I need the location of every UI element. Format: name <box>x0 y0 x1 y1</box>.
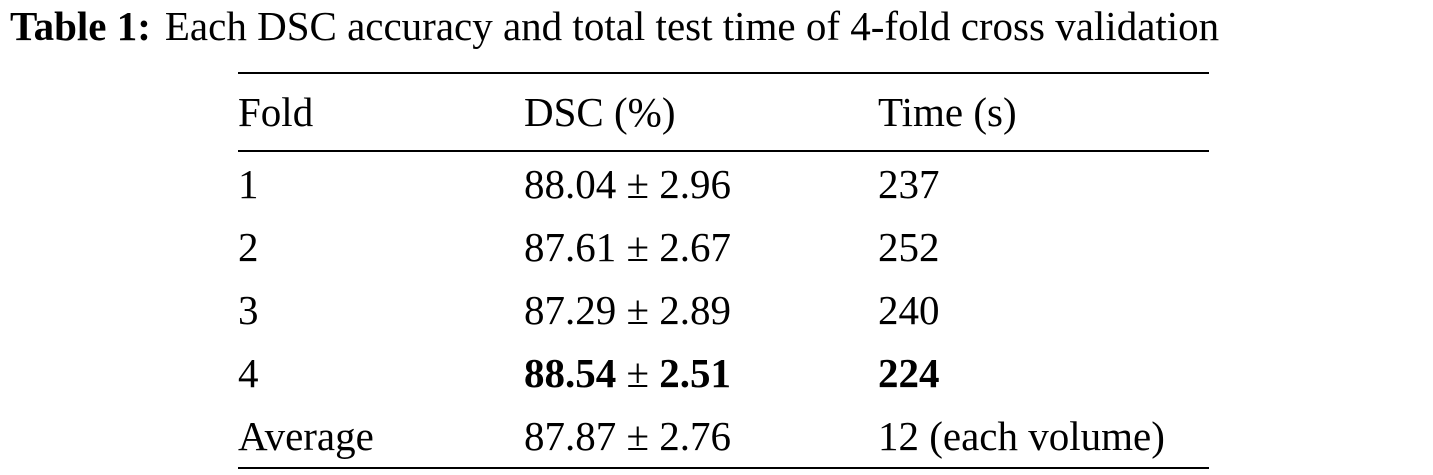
dsc-mean: 87.61 <box>524 223 617 270</box>
cell-dsc: 88.04 ± 2.96 <box>524 151 878 215</box>
cell-dsc: 87.61 ± 2.67 <box>524 215 878 278</box>
header-fold: Fold <box>238 89 314 135</box>
cell-fold: Average <box>238 412 374 459</box>
plus-minus-sign: ± <box>626 160 650 207</box>
table-header-row: Fold DSC (%) Time (s) <box>238 73 1209 151</box>
table-row-average: Average 87.87 ± 2.76 12 (each volume) <box>238 404 1209 468</box>
table-row: 2 87.61 ± 2.67 252 <box>238 215 1209 278</box>
table-caption-text: Each DSC accuracy and total test time of… <box>164 3 1220 49</box>
cell-dsc: 87.87 ± 2.76 <box>524 404 878 468</box>
cell-time-best: 224 <box>878 349 940 396</box>
cell-dsc: 88.54 ± 2.51 <box>524 341 878 404</box>
results-table-container: Fold DSC (%) Time (s) 1 88.04 ± 2.96 237… <box>238 72 1209 469</box>
dsc-sd-best: 2.51 <box>659 349 732 396</box>
plus-minus-sign: ± <box>626 286 650 333</box>
cell-time: 240 <box>878 286 940 333</box>
cell-time: 237 <box>878 160 940 207</box>
cell-fold: 2 <box>238 223 259 270</box>
header-time: Time (s) <box>878 89 1017 135</box>
cell-fold: 4 <box>238 349 259 396</box>
cell-fold: 1 <box>238 160 259 207</box>
plus-minus-sign: ± <box>626 412 650 459</box>
table-row: 1 88.04 ± 2.96 237 <box>238 151 1209 215</box>
plus-minus-sign: ± <box>626 223 650 270</box>
header-dsc: DSC (%) <box>524 89 676 135</box>
dsc-mean: 88.04 <box>524 160 617 207</box>
table-row: 4 88.54 ± 2.51 224 <box>238 341 1209 404</box>
cell-time: 252 <box>878 223 940 270</box>
cell-dsc: 87.29 ± 2.89 <box>524 278 878 341</box>
dsc-mean-best: 88.54 <box>524 349 617 396</box>
results-table: Fold DSC (%) Time (s) 1 88.04 ± 2.96 237… <box>238 72 1209 469</box>
dsc-sd: 2.89 <box>659 286 732 333</box>
cell-fold: 3 <box>238 286 259 333</box>
dsc-sd: 2.76 <box>659 412 732 459</box>
plus-minus-sign: ± <box>626 349 650 396</box>
table-row: 3 87.29 ± 2.89 240 <box>238 278 1209 341</box>
table-caption: Table 1: Each DSC accuracy and total test… <box>10 0 1219 52</box>
dsc-mean: 87.87 <box>524 412 617 459</box>
dsc-sd: 2.67 <box>659 223 732 270</box>
dsc-sd: 2.96 <box>659 160 732 207</box>
cell-time: 12 (each volume) <box>878 412 1165 459</box>
table-caption-label: Table 1: <box>10 3 151 49</box>
dsc-mean: 87.29 <box>524 286 617 333</box>
